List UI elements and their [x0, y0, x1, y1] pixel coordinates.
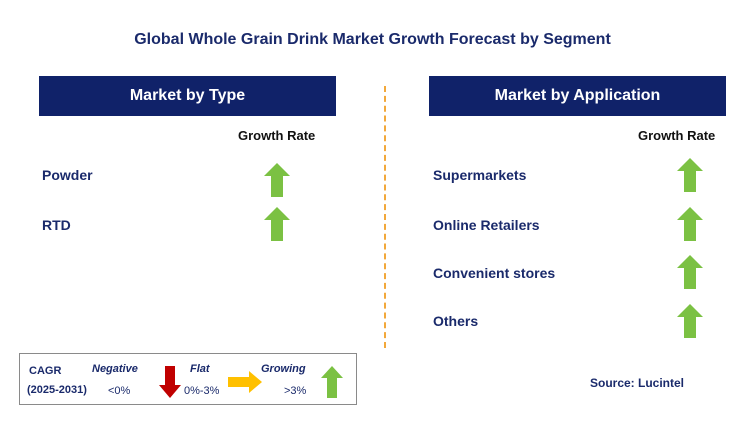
cagr-legend: CAGR (2025-2031) Negative <0% Flat 0%-3%…	[19, 353, 357, 405]
legend-growing-label: Growing	[261, 363, 306, 375]
type-growth-rate-label: Growth Rate	[238, 128, 316, 143]
up-arrow-icon	[677, 158, 703, 192]
down-arrow-icon	[159, 366, 181, 398]
legend-flat-label: Flat	[190, 363, 210, 375]
legend-flat-range: 0%-3%	[184, 385, 220, 397]
source-label: Source: Lucintel	[590, 376, 685, 390]
right-arrow-icon	[228, 371, 262, 393]
up-arrow-icon	[264, 207, 290, 241]
up-arrow-icon	[677, 207, 703, 241]
application-row-label: Convenient stores	[433, 265, 556, 281]
application-growth-rate-label: Growth Rate	[638, 128, 716, 143]
up-arrow-icon	[321, 366, 343, 398]
legend-cagr-label: CAGR	[29, 365, 62, 377]
up-arrow-icon	[264, 163, 290, 197]
application-row-label: Others	[433, 313, 479, 329]
legend-negative-label: Negative	[92, 363, 138, 375]
type-row-label: Powder	[42, 167, 93, 183]
type-row-label: RTD	[42, 217, 71, 233]
up-arrow-icon	[677, 304, 703, 338]
panel-divider	[384, 86, 386, 348]
legend-period-label: (2025-2031)	[27, 384, 87, 396]
page-title: Global Whole Grain Drink Market Growth F…	[134, 31, 611, 48]
application-row-label: Supermarkets	[433, 167, 527, 183]
legend-growing-range: >3%	[284, 385, 307, 397]
legend-negative-range: <0%	[108, 385, 131, 397]
application-row-label: Online Retailers	[433, 217, 540, 233]
type-panel-header: Market by Type	[39, 76, 336, 116]
up-arrow-icon	[677, 255, 703, 289]
application-panel-header: Market by Application	[429, 76, 726, 116]
